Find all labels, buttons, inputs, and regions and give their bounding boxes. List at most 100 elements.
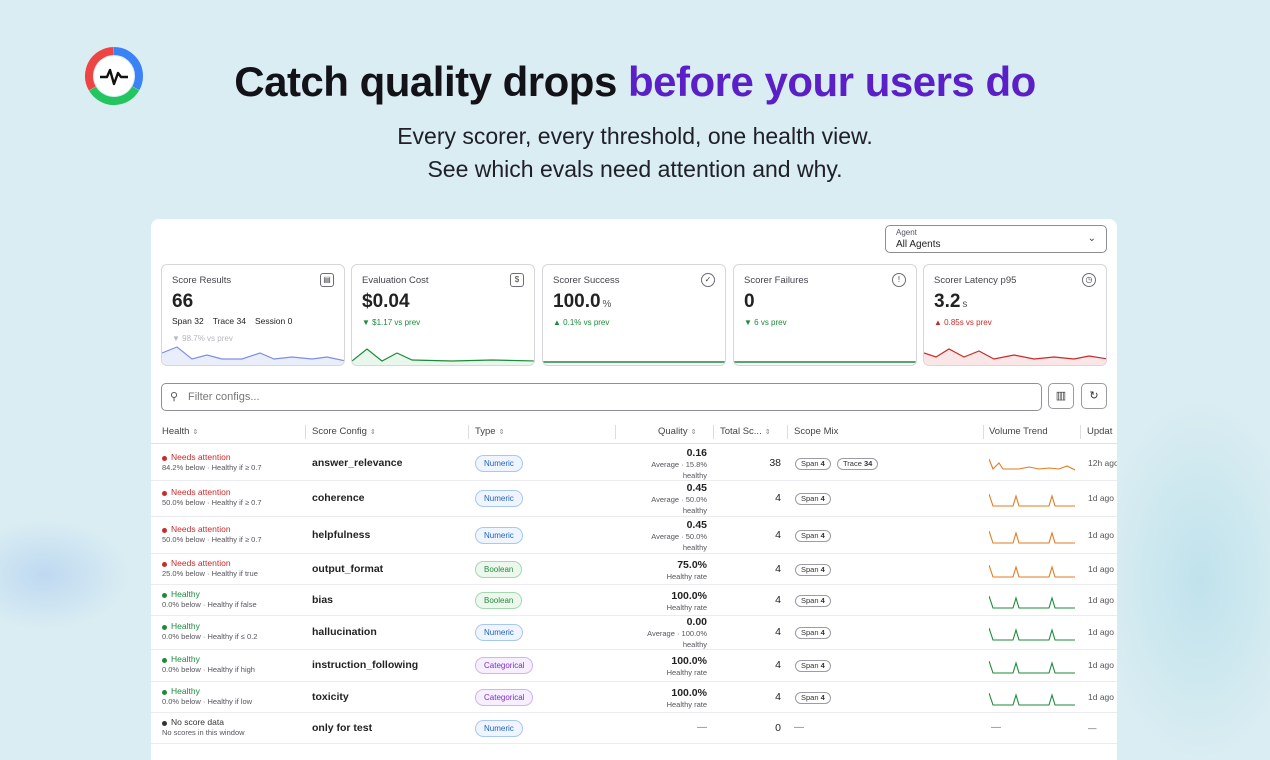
- table-row[interactable]: Healthy 0.0% below · Healthy if ≤ 0.2 hall…: [151, 616, 1117, 650]
- health-detail: 0.0% below · Healthy if ≤ 0.2: [162, 632, 258, 641]
- health-detail: 25.0% below · Healthy if true: [162, 568, 258, 578]
- card-sparkline: [352, 348, 534, 365]
- quality-value: 0.45: [686, 518, 707, 531]
- score-config-name[interactable]: coherence: [312, 492, 365, 504]
- column-scope-mix[interactable]: Scope Mix: [794, 426, 839, 437]
- column-type[interactable]: Type ⇕: [475, 426, 505, 437]
- hero-subtitle: Every scorer, every threshold, one healt…: [0, 120, 1270, 186]
- score-config-name[interactable]: instruction_following: [312, 659, 419, 671]
- quality-sub: Healthy rate: [666, 602, 707, 612]
- scope-tag-span: Span 4: [795, 493, 831, 505]
- score-config-name[interactable]: toxicity: [312, 690, 349, 703]
- status-dot-icon: [162, 689, 167, 695]
- card-scorer-latency[interactable]: Scorer Latency p95 ◷ 3.2 s ▲ 0.85s vs pre…: [923, 264, 1107, 366]
- search-icon: ⚲: [170, 391, 179, 403]
- quality-cell: 0.16 Average · 15.8% healthy: [651, 447, 707, 481]
- status-dot-icon: [162, 658, 167, 663]
- quality-cell: 0.45 Average · 50.0% healthy: [651, 519, 707, 553]
- health-status: Healthy: [171, 621, 200, 631]
- quality-sub: Average · 15.8%: [651, 459, 707, 469]
- card-score-results[interactable]: Score Results ▤ 66 Span 32 Trace 34 Sessio…: [161, 264, 345, 366]
- column-divider: [1080, 425, 1081, 439]
- column-health[interactable]: Health ⇕: [162, 426, 199, 437]
- score-config-name[interactable]: output_format: [312, 562, 384, 575]
- quality-sub: Healthy rate: [666, 571, 707, 581]
- alert-circle-icon: !: [892, 273, 906, 287]
- card-sparkline: [162, 346, 344, 365]
- scope-empty: —: [794, 721, 804, 733]
- card-scorer-success[interactable]: Scorer Success ✓ 100.0% ▲ 0.1% vs prev: [542, 264, 726, 366]
- volume-trend-sparkline: [989, 627, 1075, 641]
- score-config-name[interactable]: bias: [312, 593, 334, 606]
- scope-tag-span: Span 4: [795, 594, 831, 607]
- health-detail: 84.2% below · Healthy if ≥ 0.7: [162, 462, 262, 472]
- quality-sub: Healthy rate: [666, 668, 707, 677]
- column-score-config[interactable]: Score Config ⇕: [312, 426, 376, 437]
- quality-sub: Average · 50.0%: [651, 531, 707, 541]
- score-config-name[interactable]: helpfulness: [312, 528, 371, 541]
- table-row[interactable]: Healthy 0.0% below · Healthy if low toxici…: [151, 682, 1117, 713]
- table-row[interactable]: Needs attention 25.0% below · Healthy if …: [151, 554, 1117, 585]
- scope-tag-span: Span 4: [795, 529, 831, 542]
- card-value: 66: [172, 291, 194, 312]
- total-scores: 4: [775, 562, 781, 575]
- hero-subtitle-line: See which evals need attention and why.: [427, 156, 843, 182]
- scope-tag-span: Span 4: [795, 457, 831, 470]
- status-dot-icon: [162, 561, 167, 567]
- chevron-down-icon: ⌄: [1087, 233, 1096, 244]
- filter-configs-input[interactable]: ⚲ Filter configs...: [161, 383, 1042, 411]
- card-evaluation-cost[interactable]: Evaluation Cost $ $0.04 ▼ $1.17 vs prev: [351, 264, 535, 366]
- column-quality[interactable]: Quality ⇕: [658, 426, 697, 437]
- table-row[interactable]: Needs attention 50.0% below · Healthy if …: [151, 481, 1117, 517]
- volume-trend-sparkline: [989, 564, 1075, 578]
- card-meta: Span 32 Trace 34 Session 0: [172, 316, 293, 326]
- score-config-name[interactable]: answer_relevance: [312, 456, 403, 469]
- hero-title-main: Catch quality drops: [234, 58, 617, 105]
- score-config-name[interactable]: hallucination: [312, 626, 377, 638]
- health-status: Needs attention: [171, 487, 231, 497]
- column-divider: [787, 425, 788, 439]
- total-scores: 4: [775, 528, 781, 541]
- score-config-name[interactable]: only for test: [312, 721, 373, 734]
- total-scores: 0: [775, 721, 781, 734]
- quality-value: 75.0%: [677, 558, 707, 571]
- column-updated[interactable]: Updat: [1087, 426, 1113, 437]
- columns-button[interactable]: ▥: [1048, 383, 1074, 409]
- volume-trend-sparkline: [989, 660, 1075, 674]
- updated-time: 1d ago: [1088, 660, 1114, 670]
- status-dot-icon: [162, 491, 167, 496]
- volume-trend-sparkline: [989, 458, 1076, 470]
- table-row[interactable]: Needs attention 84.2% below · Healthy if …: [151, 446, 1117, 481]
- agent-select[interactable]: Agent All Agents ⌄: [885, 225, 1107, 253]
- chart-icon: ▤: [320, 273, 334, 287]
- card-delta: ▼ 6 vs prev: [744, 318, 787, 327]
- card-value: 0: [744, 291, 755, 312]
- card-delta: ▼ $1.17 vs prev: [362, 318, 421, 327]
- card-sparkline: [924, 348, 1106, 365]
- table-row[interactable]: Healthy 0.0% below · Healthy if false bias…: [151, 585, 1117, 616]
- updated-time: —: [1088, 722, 1097, 733]
- check-circle-icon: ✓: [701, 273, 715, 287]
- background-blur: [0, 520, 130, 630]
- agent-select-value: All Agents: [896, 239, 941, 250]
- refresh-button[interactable]: ↻: [1081, 383, 1107, 409]
- agent-select-label: Agent: [896, 228, 917, 237]
- health-status: Needs attention: [171, 451, 231, 462]
- card-title: Scorer Failures: [744, 275, 809, 286]
- total-scores: 4: [775, 626, 781, 638]
- health-detail: 0.0% below · Healthy if high: [162, 665, 255, 674]
- table-row[interactable]: Needs attention 50.0% below · Healthy if …: [151, 517, 1117, 554]
- updated-time: 1d ago: [1088, 493, 1114, 503]
- table-row[interactable]: No score data No scores in this window onl…: [151, 713, 1117, 744]
- clock-icon: ◷: [1082, 273, 1096, 287]
- table-row[interactable]: Healthy 0.0% below · Healthy if high instr…: [151, 650, 1117, 682]
- card-scorer-failures[interactable]: Scorer Failures ! 0 ▼ 6 vs prev: [733, 264, 917, 366]
- type-badge: Numeric: [475, 526, 523, 544]
- column-total-scores[interactable]: Total Sc... ⇕: [720, 426, 771, 437]
- column-volume-trend[interactable]: Volume Trend: [989, 426, 1048, 437]
- updated-time: 1d ago: [1088, 594, 1114, 605]
- health-detail: 50.0% below · Healthy if ≥ 0.7: [162, 534, 262, 544]
- app-logo-icon: [85, 47, 143, 105]
- scope-tag-span: Span 4: [795, 660, 831, 672]
- quality-sub: Healthy rate: [666, 699, 707, 709]
